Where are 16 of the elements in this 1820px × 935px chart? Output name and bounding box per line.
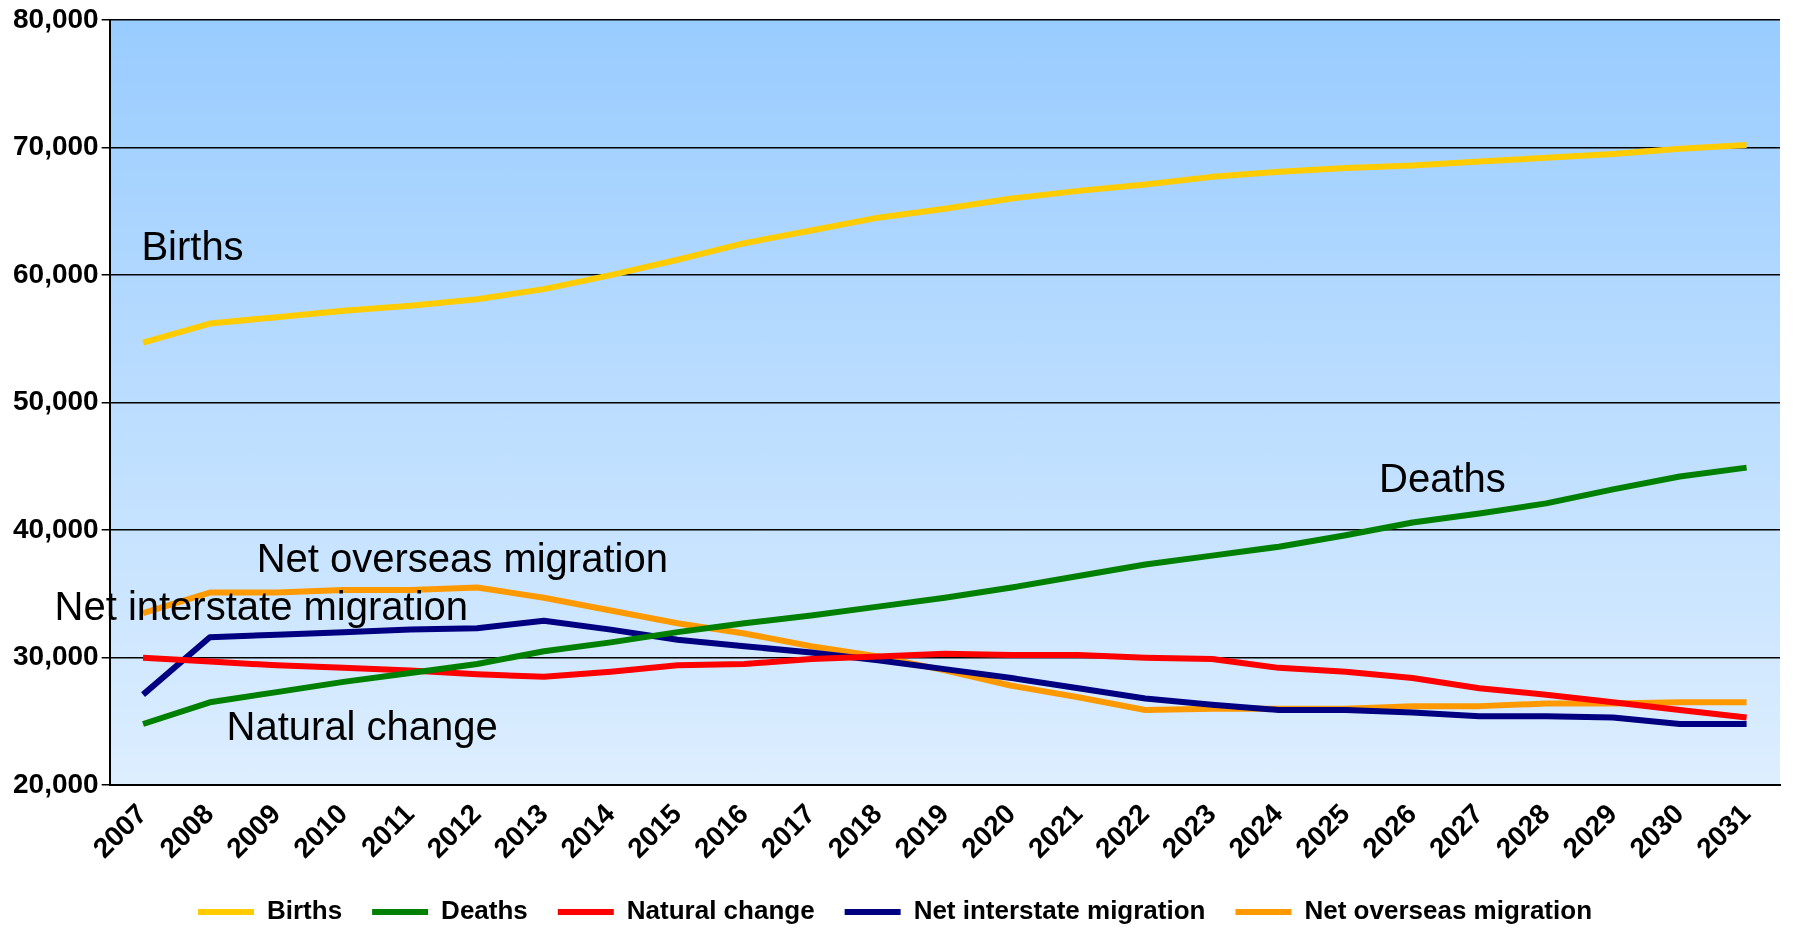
y-tick-label: 70,000 [13,130,99,162]
legend-label: Deaths [441,895,528,926]
y-tick-label: 40,000 [13,512,99,544]
text: Deaths [1379,456,1506,501]
text: Net overseas migration [256,536,668,581]
legend-label: Natural change [626,895,815,926]
y-tick-label: 80,000 [13,2,99,34]
legend-label: Births [266,895,343,926]
y-tick-label: 20,000 [13,767,99,799]
y-tick-label: 50,000 [13,385,99,417]
legend-label: Net overseas migration [1304,895,1593,926]
y-tick-label: 60,000 [13,257,99,289]
y-tick-label: 30,000 [13,640,99,672]
text: Natural change [226,703,498,748]
text: Births [141,223,244,268]
legend-label: Net interstate migration [913,895,1206,926]
